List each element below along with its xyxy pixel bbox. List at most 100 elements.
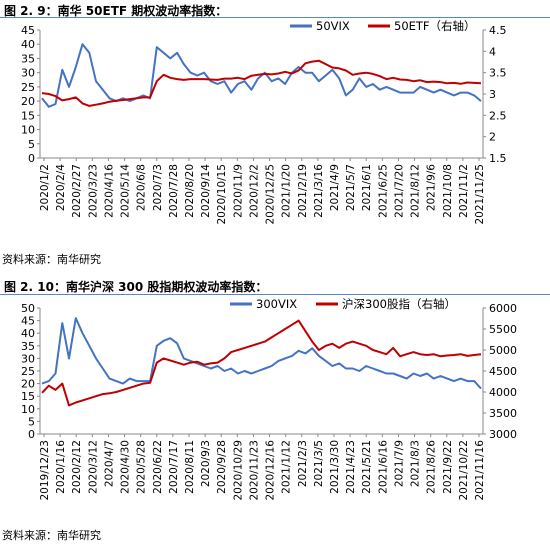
left-tick-label: 10 [21,403,35,416]
x-tick-label: 2020/8/11 [184,440,196,494]
x-tick-label: 2020/4/16 [103,164,115,218]
x-tick-label: 2021/10/22 [458,440,470,501]
left-tick-label: 20 [21,378,35,391]
x-tick-label: 2020/10/29 [232,440,244,501]
legend-label: 50ETF（右轴） [394,19,476,33]
left-tick-label: 45 [21,24,35,37]
x-tick-label: 2021/4/9 [329,164,341,211]
x-tick-label: 2020/12/25 [265,164,277,225]
left-tick-label: 30 [21,67,35,80]
x-tick-label: 2021/8/12 [410,164,422,218]
right-tick-label: 6000 [489,302,517,315]
left-tick-label: 0 [28,152,35,165]
x-tick-label: 2021/10/8 [442,164,454,218]
figure-2-title-bar: 图 2. 10：南华沪深 300 股指期权波动率指数： [0,272,550,295]
x-tick-label: 2020/7/3 [152,164,164,211]
figure-1-title-bar: 图 2. 9：南华 50ETF 期权波动率指数： [0,0,550,20]
x-tick-label: 2021/6/25 [377,164,389,218]
x-tick-label: 2020/3/12 [87,440,99,494]
x-tick-label: 2021/6/16 [377,440,389,494]
x-tick-label: 2021/11/16 [474,440,486,501]
x-tick-label: 2020/11/9 [232,164,244,218]
left-tick-label: 15 [21,109,35,122]
figure-2: 图 2. 10：南华沪深 300 股指期权波动率指数： 0 5 10 15 20 25 30… [0,272,550,545]
right-tick-label: 4500 [489,365,517,378]
figure-1-source: 资料来源：南华研究 [2,253,101,266]
x-tick-label: 2020/7/17 [168,440,180,494]
x-tick-label: 2019/12/23 [39,440,51,501]
x-tick-label: 2020/1/16 [55,440,67,494]
right-tick-label: 3500 [489,407,517,420]
x-tick-label: 2021/3/16 [313,164,325,218]
x-tick-label: 2021/3/30 [329,440,341,494]
x-tick-label: 2020/2/27 [71,164,83,218]
x-tick-label: 2021/9/22 [442,440,454,494]
left-tick-label: 40 [21,327,35,340]
figure-2-source: 资料来源：南华研究 [2,529,101,542]
x-tick-label: 2021/1/12 [281,440,293,494]
x-tick-label: 2021/2/19 [297,164,309,218]
x-tick-label: 2021/4/23 [345,440,357,494]
left-tick-label: 30 [21,352,35,365]
series-line-index [41,59,482,107]
left-tick-label: 0 [28,428,35,441]
right-tick-label: 3000 [489,428,517,441]
right-tick-label: 1.5 [489,152,507,165]
right-tick-label: 2.5 [489,109,507,122]
left-tick-label: 35 [21,340,35,353]
left-tick-label: 25 [21,81,35,94]
x-tick-label: 2021/1/20 [281,164,293,218]
x-tick-label: 2020/12/16 [265,440,277,501]
legend-label: 50VIX [316,19,350,33]
figure-2-title: 图 2. 10：南华沪深 300 股指期权波动率指数： [4,280,268,294]
x-tick-label: 2020/8/20 [184,164,196,218]
x-tick-label: 2020/10/15 [216,164,228,225]
x-tick-label: 2021/7/20 [393,164,405,218]
x-tick-label: 2020/5/14 [120,164,132,218]
x-tick-label: 2021/3/5 [313,440,325,487]
series-line-index [41,319,482,407]
right-tick-label: 4 [489,45,496,58]
x-tick-label: 2020/6/8 [136,164,148,211]
right-tick-label: 4000 [489,386,517,399]
x-tick-label: 2020/9/28 [216,440,228,494]
x-tick-label: 2020/4/7 [103,440,115,487]
x-tick-label: 2021/8/26 [426,440,438,494]
x-tick-label: 2020/2/4 [55,164,67,211]
x-tick-label: 2020/7/28 [168,164,180,218]
x-tick-label: 2020/11/23 [248,440,260,501]
left-tick-label: 20 [21,95,35,108]
legend-label: 300VIX [256,297,297,311]
figure-1-title: 图 2. 9：南华 50ETF 期权波动率指数： [4,4,228,18]
x-tick-label: 2021/2/3 [297,440,309,487]
right-tick-label: 3.5 [489,67,507,80]
x-tick-label: 2021/6/1 [361,164,373,211]
right-tick-label: 4.5 [489,24,507,37]
x-tick-label: 2021/5/7 [345,164,357,211]
left-tick-label: 15 [21,390,35,403]
right-tick-label: 5500 [489,323,517,336]
x-tick-label: 2020/6/22 [152,440,164,494]
series-line-vix [41,43,482,108]
figure-2-title-rule [0,294,550,295]
figure-1-title-rule [0,17,550,18]
x-tick-label: 2020/5/28 [136,440,148,494]
left-tick-label: 25 [21,365,35,378]
x-tick-label: 2020/4/30 [120,440,132,494]
x-tick-label: 2021/8/3 [410,440,422,487]
right-tick-label: 2 [489,131,496,144]
left-tick-label: 5 [28,415,35,428]
left-tick-label: 40 [21,38,35,51]
x-tick-label: 2020/12/2 [248,164,260,218]
figure-1: 图 2. 9：南华 50ETF 期权波动率指数： 0 5 10 15 20 25 30 35 4… [0,0,550,272]
left-tick-label: 50 [21,302,35,315]
x-tick-label: 2020/9/3 [200,440,212,487]
x-tick-label: 2020/3/23 [87,164,99,218]
series-line-vix [41,317,482,390]
x-tick-label: 2021/7/9 [393,440,405,487]
x-tick-label: 2020/9/14 [200,164,212,218]
legend-label: 沪深300股指（右轴） [342,297,456,311]
left-tick-label: 35 [21,52,35,65]
